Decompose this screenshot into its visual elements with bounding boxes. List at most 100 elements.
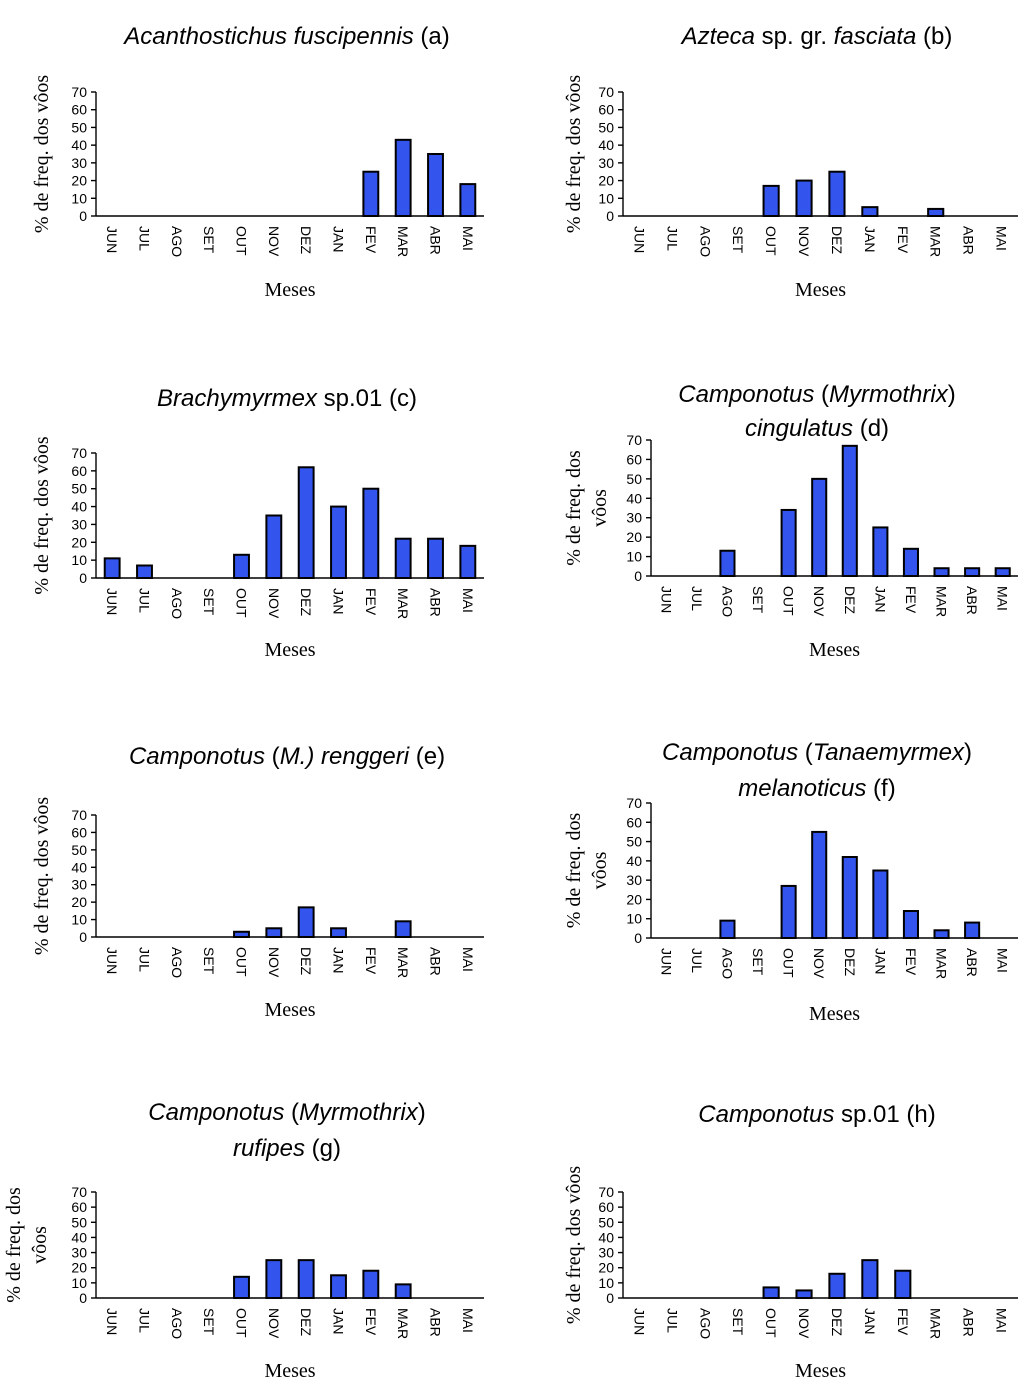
- x-tick-label: DEZ: [842, 948, 858, 976]
- x-tick-label: FEV: [363, 1308, 379, 1336]
- x-tick-label: JUL: [664, 226, 680, 251]
- y-axis-label: % de freq. dos vôos: [31, 797, 53, 956]
- y-tick-label: 70: [71, 445, 87, 461]
- x-axis-label: Meses: [264, 999, 315, 1021]
- x-tick-label: AGO: [169, 947, 185, 978]
- bar-jan: [330, 927, 347, 938]
- x-tick-label: FEV: [363, 947, 379, 975]
- title-run: sp.01: [317, 385, 389, 412]
- bar-fev: [362, 1269, 380, 1299]
- x-tick-label: DEZ: [298, 947, 314, 975]
- bar-out: [762, 184, 780, 217]
- bar-abr: [427, 153, 444, 217]
- y-tick-label: 60: [71, 102, 87, 118]
- y-tick-label: 30: [598, 1245, 614, 1261]
- bar-nov: [811, 477, 828, 578]
- bar-abr: [964, 921, 981, 939]
- x-tick-label: OUT: [234, 947, 250, 977]
- chart-title-line: Acanthostichus fuscipennis (a): [122, 23, 450, 50]
- chart-title-line: Camponotus (Tanaemyrmex): [662, 739, 972, 766]
- x-tick-label: MAR: [395, 588, 411, 619]
- bar-jan: [330, 505, 347, 580]
- bar-mar: [394, 920, 412, 938]
- y-tick-label: 10: [598, 1275, 614, 1291]
- chart-panel-e: Camponotus (M.) renggeri (e) % de freq. d…: [31, 743, 484, 1021]
- y-tick-label: 10: [71, 1275, 87, 1291]
- x-tick-label: OUT: [781, 948, 797, 978]
- bar-fev: [362, 170, 380, 217]
- bar-nov: [795, 179, 813, 217]
- x-tick-label: ABR: [428, 1308, 444, 1337]
- y-tick-label: 10: [71, 912, 87, 928]
- chart-title-line: rufipes (g): [233, 1135, 341, 1162]
- y-tick-label: 60: [598, 1199, 614, 1215]
- y-tick-label: 30: [626, 510, 642, 526]
- chart-title-line: Brachymyrmex sp.01 (c): [157, 385, 417, 412]
- bar-mai: [459, 183, 477, 218]
- bar-jul: [136, 564, 153, 579]
- x-tick-label: JAN: [331, 588, 347, 614]
- bar-jan: [872, 869, 889, 939]
- bar-mar: [394, 537, 412, 580]
- x-tick-label: ABR: [961, 1308, 977, 1337]
- y-tick-label: 40: [71, 137, 87, 153]
- bar-out: [233, 1275, 250, 1300]
- title-italic-run: melanoticus: [738, 775, 866, 802]
- x-tick-label: FEV: [895, 226, 911, 254]
- bar-mai: [459, 544, 477, 579]
- title-run: (h): [900, 1101, 936, 1128]
- x-tick-label: SET: [201, 588, 217, 616]
- y-axis-label: % de freq. dos vôos: [563, 1166, 585, 1325]
- bar-mar: [394, 138, 412, 217]
- x-tick-label: MAR: [395, 1308, 411, 1339]
- chart-title-line: Camponotus (M.) renggeri (e): [129, 743, 445, 770]
- y-tick-label: 30: [71, 155, 87, 171]
- x-tick-label: JUL: [689, 586, 705, 611]
- bar-nov: [265, 514, 283, 579]
- x-tick-label: SET: [750, 586, 766, 614]
- x-tick-label: MAR: [928, 226, 944, 257]
- title-italic-run: Tanaemyrmex: [813, 739, 965, 766]
- y-tick-label: 20: [71, 534, 87, 550]
- y-tick-label: 20: [71, 173, 87, 189]
- x-axis-label: Meses: [795, 1360, 846, 1382]
- chart-panel-a: Acanthostichus fuscipennis (a) % de freq.…: [31, 23, 484, 301]
- y-tick-label: 70: [626, 795, 642, 811]
- bar-jan: [872, 526, 889, 578]
- y-tick-label: 10: [626, 549, 642, 565]
- title-run: (: [284, 1099, 299, 1126]
- bar-abr: [964, 567, 981, 578]
- x-tick-label: JAN: [872, 948, 888, 974]
- y-axis-label: % de freq. dos vôos: [31, 75, 53, 234]
- y-tick-label: 30: [598, 155, 614, 171]
- chart-panel-d: Camponotus (Myrmothrix) cingulatus (d) % d…: [563, 381, 1018, 661]
- y-tick-label: 10: [71, 190, 87, 206]
- chart-panel-h: Camponotus sp.01 (h) % de freq. dos vôos 0…: [563, 1101, 1018, 1382]
- y-tick-label: 60: [71, 824, 87, 840]
- chart-title-line: melanoticus (f): [738, 775, 895, 802]
- bar-dez: [297, 906, 315, 938]
- bar-fev: [902, 547, 919, 577]
- y-axis-label: vôos: [589, 489, 611, 527]
- y-tick-label: 10: [626, 911, 642, 927]
- x-tick-label: AGO: [719, 586, 735, 617]
- y-tick-label: 70: [598, 1184, 614, 1200]
- title-italic-run: Camponotus: [662, 739, 798, 766]
- x-tick-label: SET: [750, 948, 766, 976]
- chart-panel-g: Camponotus (Myrmothrix) rufipes (g) % de f…: [3, 1099, 484, 1382]
- x-tick-label: OUT: [234, 226, 250, 256]
- x-tick-label: SET: [730, 1308, 746, 1336]
- title-run: ): [964, 739, 972, 766]
- title-italic-run: Camponotus: [698, 1101, 834, 1128]
- title-run: (: [265, 743, 280, 770]
- y-tick-label: 0: [606, 208, 614, 224]
- bar-ago: [719, 919, 736, 940]
- bar-dez: [841, 856, 858, 939]
- title-run: (: [798, 739, 813, 766]
- bar-dez: [297, 466, 315, 579]
- x-tick-label: DEZ: [298, 588, 314, 616]
- title-italic-run: Myrmothrix: [299, 1099, 419, 1126]
- x-tick-label: NOV: [811, 586, 827, 617]
- y-tick-label: 0: [79, 1290, 87, 1306]
